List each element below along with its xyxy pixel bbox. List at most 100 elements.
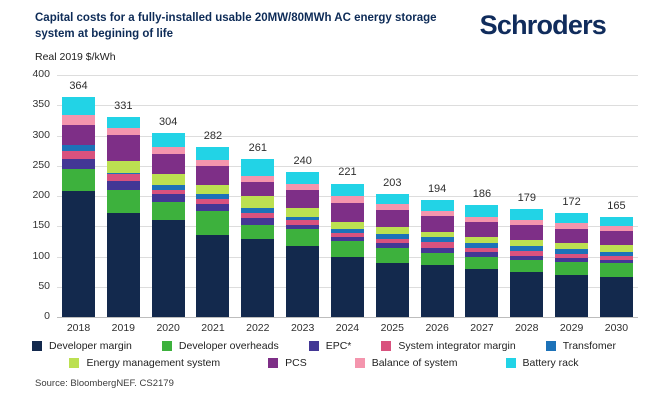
bar-segment: [420, 242, 454, 248]
bar-segment: [286, 229, 320, 246]
bar-segment: [375, 226, 409, 234]
legend-swatch-icon: [69, 358, 80, 369]
bar-segment: [330, 232, 364, 237]
bar-total-label: 186: [472, 187, 492, 200]
bar-segment: [330, 256, 364, 318]
bar-segment: [420, 231, 454, 238]
bar-segment: [599, 231, 633, 246]
bar-segment: [465, 269, 499, 318]
bar-segment: [555, 223, 589, 229]
bar-total-label: 282: [203, 129, 223, 142]
bar-segment: [241, 159, 275, 176]
legend: Developer margin Developer overheads EPC* S…: [0, 340, 648, 369]
x-tick-label: 2023: [290, 322, 315, 335]
bar-total-label: 221: [338, 166, 357, 179]
bar-total-label: 364: [69, 79, 88, 92]
bar-total-label: 203: [383, 177, 402, 190]
gridline: [57, 165, 638, 167]
bar-2023: 240: [286, 75, 320, 318]
bar-segment: [510, 255, 544, 261]
legend-row: Developer margin Developer overheads EPC* S…: [0, 340, 648, 352]
bar-segment: [555, 228, 589, 244]
bar-segment: [420, 253, 454, 266]
bar-segment: [151, 202, 185, 221]
legend-label: Developer margin: [49, 340, 132, 353]
y-axis-units-label: Real 2019 $/kWh: [35, 51, 116, 64]
legend-label: PCS: [285, 357, 307, 370]
bar-segment: [599, 263, 633, 278]
bar-segment: [555, 257, 589, 263]
bar-segment: [151, 184, 185, 190]
bar-total-label: 261: [248, 142, 267, 155]
legend-item: Developer overheads: [161, 340, 279, 353]
bar-segment: [599, 277, 633, 318]
bar-segment: [286, 216, 320, 221]
bar-2020: 304: [151, 75, 185, 318]
bar-segment: [330, 229, 364, 233]
schroders-logo: Schroders: [479, 10, 607, 40]
x-tick-label: 2022: [246, 322, 270, 335]
bar-segment: [151, 220, 185, 318]
bar-segment: [420, 210, 454, 217]
bar-segment: [510, 240, 544, 246]
bar-2028: 179: [510, 75, 544, 318]
bar-segment: [196, 204, 230, 212]
bar-2018: 364: [62, 75, 95, 318]
bar-segment: [286, 220, 320, 225]
legend-label: Developer overheads: [178, 340, 279, 353]
bar-segment: [151, 174, 185, 185]
bar-segment: [106, 127, 140, 135]
bar-segment: [330, 196, 364, 203]
bar-segment: [375, 233, 409, 239]
bar-2029: 172: [555, 75, 589, 318]
bar-segment: [420, 247, 454, 254]
y-tick-label: 300: [32, 128, 50, 141]
bar-segment: [106, 212, 140, 318]
bar-segment: [62, 115, 95, 126]
bar-segment: [62, 125, 95, 146]
legend-swatch-icon: [268, 358, 279, 369]
bar-segment: [555, 274, 589, 318]
bar-segment: [555, 262, 589, 275]
legend-item: System integrator margin: [381, 340, 516, 352]
bar-segment: [241, 196, 275, 209]
bar-segment: [510, 245, 544, 251]
source-note: Source: BloombergNEF. CS2179: [35, 378, 174, 390]
bar-segment: [375, 243, 409, 249]
bar-segment: [420, 237, 454, 243]
bar-segment: [106, 181, 140, 190]
bar-segment: [106, 134, 140, 162]
legend-label: Balance of system: [371, 357, 458, 370]
x-tick-label: 2018: [66, 322, 91, 335]
legend-swatch-icon: [381, 341, 392, 352]
bar-segment: [196, 234, 230, 318]
bar-segment: [465, 242, 499, 248]
bar-segment: [375, 248, 409, 263]
legend-swatch-icon: [354, 358, 365, 369]
legend-row: Energy management system PCS Balance of sy…: [0, 357, 648, 369]
gridline: [57, 75, 638, 77]
bar-total-label: 194: [427, 182, 447, 195]
bar-2030: 165: [599, 75, 633, 318]
bar-2019: 331: [106, 75, 140, 318]
plot-area: 364 331 304 282 261 240 221 203 194 186 179 172 165: [57, 75, 638, 319]
y-tick-label: 400: [32, 68, 50, 81]
bar-segment: [241, 175, 275, 183]
bar-segment: [555, 249, 589, 254]
y-tick-label: 50: [38, 279, 50, 292]
bar-segment: [241, 182, 275, 197]
stacked-bar-chart: 364 331 304 282 261 240 221 203 194 186 179 172 165 …: [0, 67, 648, 335]
legend-item: PCS: [268, 357, 307, 369]
bar-2022: 261: [241, 75, 275, 318]
bar-segment: [465, 204, 499, 217]
bar-segment: [151, 147, 185, 154]
bars-container: 364 331 304 282 261 240 221 203 194 186 179 172 165: [57, 75, 638, 318]
y-tick-label: 0: [44, 310, 50, 323]
bar-segment: [106, 189, 140, 213]
legend-item: EPC*: [308, 340, 352, 353]
bar-segment: [151, 153, 185, 175]
legend-label: EPC*: [325, 340, 352, 353]
bar-segment: [286, 190, 320, 209]
bar-segment: [196, 198, 230, 205]
legend-swatch-icon: [161, 341, 172, 352]
